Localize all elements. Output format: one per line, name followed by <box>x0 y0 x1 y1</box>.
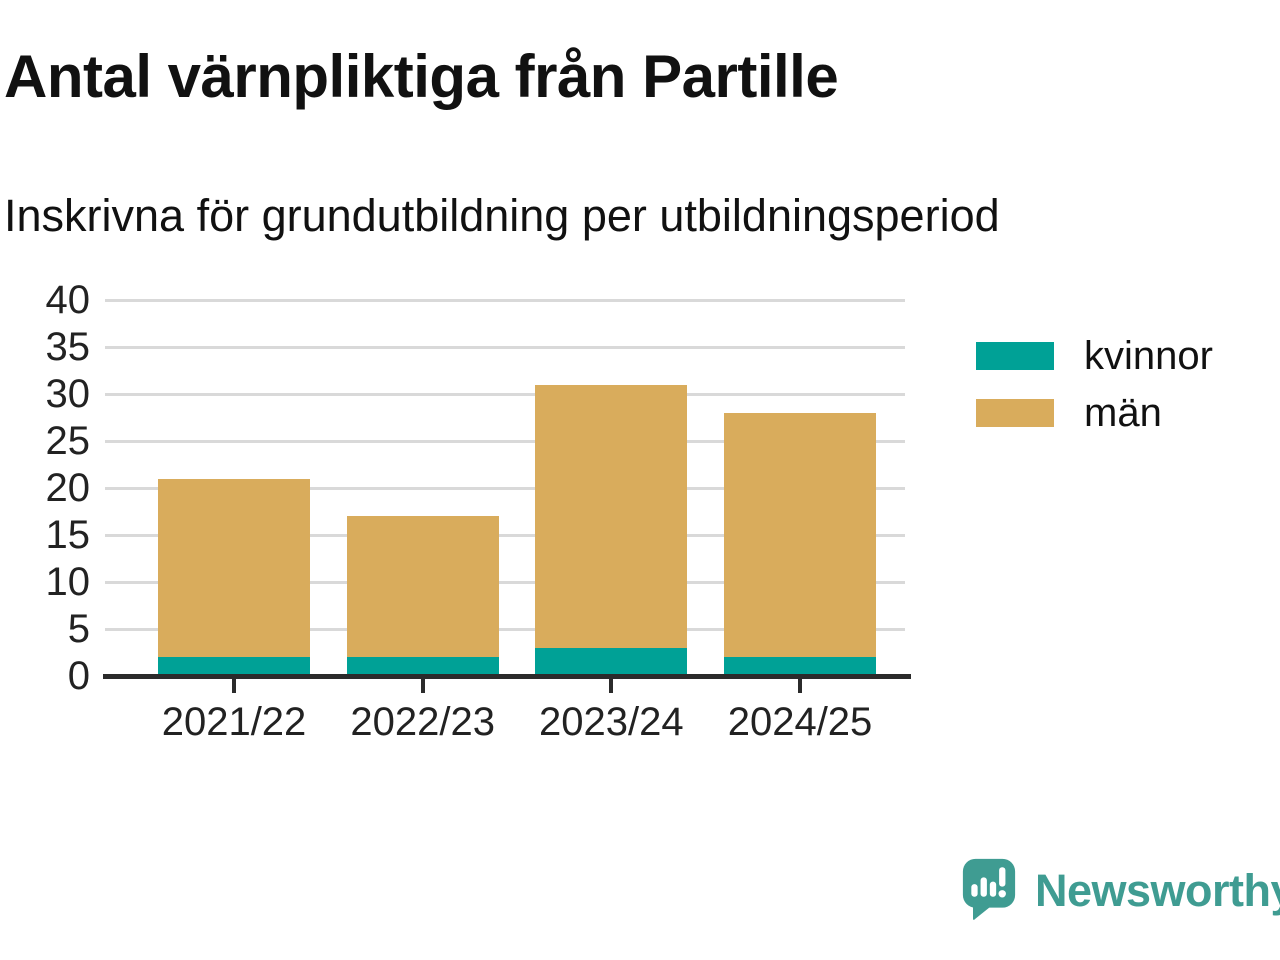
gridline-25 <box>105 439 905 443</box>
y-tick-label-5: 5 <box>67 607 90 651</box>
y-tick-label-25: 25 <box>45 419 91 463</box>
x-axis-tick-2023/24 <box>609 679 614 693</box>
bar-segment-män-2022/23 <box>346 516 499 658</box>
brand-footer: Newsworthy <box>962 858 1280 922</box>
x-tick-label-2021/22: 2021/22 <box>161 700 307 744</box>
x-tick-label-2023/24: 2023/24 <box>539 700 684 744</box>
chart-title: Antal värnpliktiga från Partille <box>4 43 839 110</box>
y-tick-label-0: 0 <box>67 654 90 698</box>
gridline-35 <box>105 345 905 349</box>
brand-name: Newsworthy <box>1035 865 1280 916</box>
bar-segment-kvinnor-2023/24 <box>535 647 688 676</box>
bar-segment-män-2021/22 <box>158 478 310 658</box>
x-axis-line <box>103 674 911 679</box>
chart-subtitle: Inskrivna för grundutbildning per utbild… <box>4 190 1000 241</box>
y-tick-label-10: 10 <box>45 560 91 604</box>
bar-segment-kvinnor-2021/22 <box>158 657 310 676</box>
y-tick-label-15: 15 <box>45 513 91 557</box>
legend-label-man: män <box>1084 390 1162 435</box>
legend-label-kvinnor: kvinnor <box>1084 333 1213 378</box>
bar-segment-män-2024/25 <box>724 412 876 658</box>
bar-segment-män-2023/24 <box>535 384 688 648</box>
bar-segment-kvinnor-2022/23 <box>346 657 499 676</box>
legend-item-kvinnor: kvinnor <box>976 334 1213 378</box>
gridline-10 <box>105 580 905 584</box>
gridline-15 <box>105 533 905 537</box>
y-tick-label-30: 30 <box>45 372 91 416</box>
legend: kvinnor män <box>976 334 1213 456</box>
x-axis-tick-2024/25 <box>798 679 802 693</box>
y-tick-label-40: 40 <box>45 278 91 322</box>
gridline-5 <box>105 627 905 631</box>
bar-segment-kvinnor-2024/25 <box>724 657 876 676</box>
legend-swatch-kvinnor <box>976 342 1054 370</box>
legend-swatch-man <box>976 399 1054 427</box>
gridline-30 <box>105 392 905 396</box>
gridline-40 <box>105 298 905 302</box>
gridline-20 <box>105 486 905 490</box>
y-tick-label-35: 35 <box>45 325 91 369</box>
x-tick-label-2024/25: 2024/25 <box>727 700 873 744</box>
newsworthy-logo-icon <box>962 858 1016 920</box>
legend-item-man: män <box>976 391 1213 435</box>
x-tick-label-2022/23: 2022/23 <box>350 700 495 744</box>
x-axis-tick-2022/23 <box>420 679 425 693</box>
x-axis-tick-2021/22 <box>232 679 236 693</box>
y-tick-label-20: 20 <box>45 466 91 510</box>
